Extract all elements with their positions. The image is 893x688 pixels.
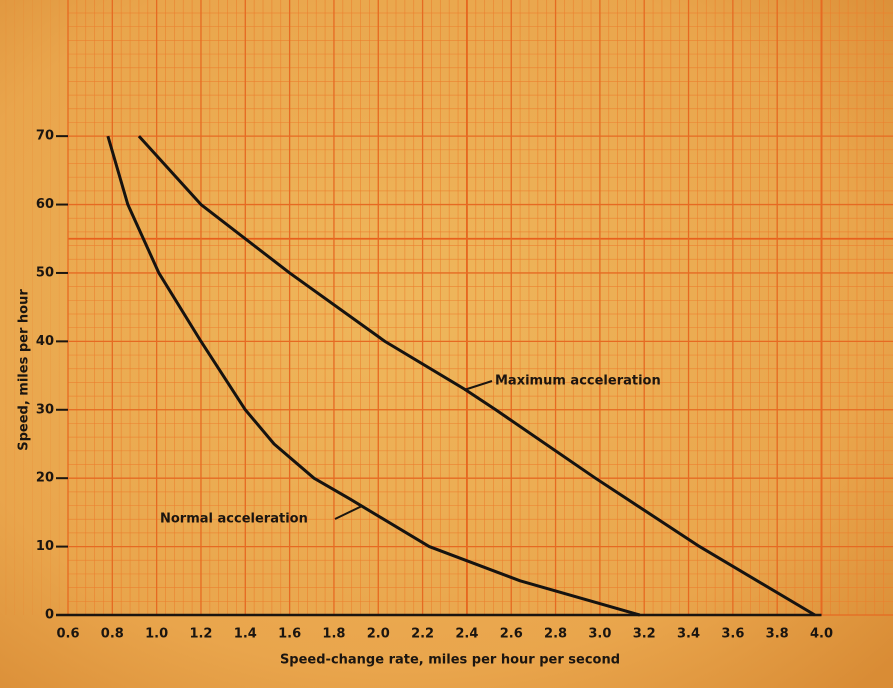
x-tick-label: 1.2 (189, 627, 212, 642)
x-tick-label: 3.6 (721, 627, 744, 642)
y-tick-label: 40 (36, 334, 54, 349)
x-axis-label: Speed-change rate, miles per hour per se… (280, 653, 620, 668)
x-tick-label: 3.4 (677, 627, 700, 642)
x-tick-label: 2.8 (544, 627, 567, 642)
y-tick-label: 50 (36, 265, 54, 280)
x-tick-label: 4.0 (810, 627, 833, 642)
paper (0, 0, 893, 688)
y-tick-label: 30 (36, 402, 54, 417)
chart: Speed, miles per hour Speed-change rate,… (0, 0, 893, 688)
y-tick-label: 0 (45, 608, 54, 623)
x-tick-label: 1.6 (278, 627, 301, 642)
y-tick-label: 70 (36, 129, 54, 144)
y-tick-label: 10 (36, 539, 54, 554)
x-tick-label: 2.6 (500, 627, 523, 642)
x-tick-label: 3.8 (766, 627, 789, 642)
y-axis-label: Speed, miles per hour (17, 289, 32, 451)
x-tick-label: 1.8 (322, 627, 345, 642)
legend-label: Normal acceleration (160, 512, 308, 527)
y-tick-label: 60 (36, 197, 54, 212)
x-tick-label: 3.2 (633, 627, 656, 642)
x-tick-label: 2.4 (455, 627, 478, 642)
legend-label: Maximum acceleration (495, 374, 661, 389)
page: Speed, miles per hour Speed-change rate,… (0, 0, 893, 688)
x-tick-label: 2.2 (411, 627, 434, 642)
x-tick-label: 0.8 (101, 627, 124, 642)
y-tick-label: 20 (36, 471, 54, 486)
x-tick-label: 1.4 (234, 627, 257, 642)
x-tick-label: 1.0 (145, 627, 168, 642)
x-tick-label: 3.0 (588, 627, 611, 642)
x-tick-label: 2.0 (367, 627, 390, 642)
x-tick-label: 0.6 (56, 627, 79, 642)
